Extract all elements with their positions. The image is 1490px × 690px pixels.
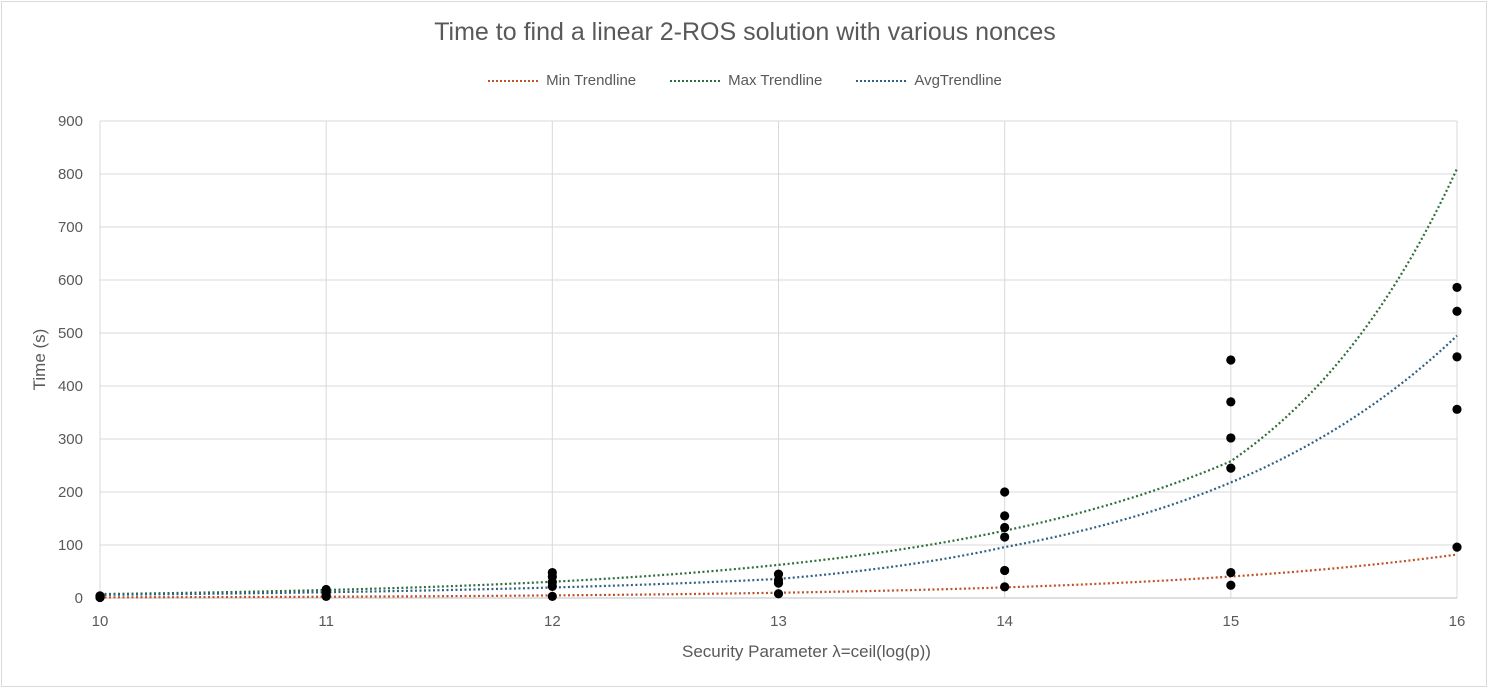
data-point <box>1226 567 1236 578</box>
y-tick-label: 600 <box>58 272 83 289</box>
data-point <box>321 584 331 595</box>
y-tick-label: 900 <box>58 113 83 130</box>
y-tick-label: 700 <box>58 219 83 236</box>
legend-label-avg: AvgTrendline <box>914 72 1002 89</box>
x-tick-label: 12 <box>544 613 561 630</box>
legend-item-avg: AvgTrendline <box>856 72 1002 89</box>
data-point <box>547 591 557 602</box>
data-point <box>1452 306 1462 316</box>
chart-title: Time to find a linear 2-ROS solution wit… <box>434 18 1056 46</box>
data-point <box>1226 397 1236 407</box>
legend-label-max: Max Trendline <box>728 72 823 89</box>
y-tick-label: 200 <box>58 484 83 501</box>
chart-legend: Min Trendline Max Trendline AvgTrendline <box>0 72 1490 89</box>
data-point <box>1000 511 1010 521</box>
data-point <box>1000 582 1010 592</box>
x-tick-label: 10 <box>92 613 109 630</box>
data-point <box>95 591 105 601</box>
legend-swatch-max <box>670 79 721 82</box>
y-tick-label: 0 <box>75 590 83 607</box>
y-tick-label: 400 <box>58 378 83 395</box>
data-point <box>1000 487 1010 497</box>
x-tick-label: 14 <box>996 613 1013 630</box>
x-axis-title: Security Parameter λ=ceil(log(p)) <box>682 642 931 661</box>
data-point <box>1226 433 1236 443</box>
data-point <box>1226 355 1236 365</box>
x-tick-label: 13 <box>770 613 787 630</box>
legend-label-min: Min Trendline <box>546 72 637 89</box>
x-tick-label: 11 <box>318 613 334 630</box>
data-point <box>1452 404 1462 414</box>
data-point <box>1000 532 1010 542</box>
data-point <box>1452 352 1462 362</box>
y-tick-label: 800 <box>58 166 83 183</box>
y-tick-label: 500 <box>58 325 83 342</box>
data-point <box>1226 463 1236 473</box>
legend-item-max: Max Trendline <box>670 72 822 89</box>
data-point <box>1452 282 1462 293</box>
y-tick-label: 100 <box>58 537 83 554</box>
data-point <box>1452 542 1462 552</box>
y-axis-title: Time (s) <box>30 329 49 391</box>
legend-item-min: Min Trendline <box>488 72 636 89</box>
legend-swatch-avg <box>856 79 907 82</box>
y-tick-label: 300 <box>58 431 83 448</box>
data-point <box>547 567 557 578</box>
data-point <box>773 569 784 579</box>
x-tick-label: 16 <box>1449 613 1466 630</box>
data-point <box>1226 580 1236 590</box>
data-point <box>1000 522 1010 533</box>
legend-swatch-min <box>488 79 539 82</box>
x-tick-label: 15 <box>1222 613 1239 630</box>
data-point <box>773 589 784 599</box>
data-point <box>1000 565 1010 576</box>
